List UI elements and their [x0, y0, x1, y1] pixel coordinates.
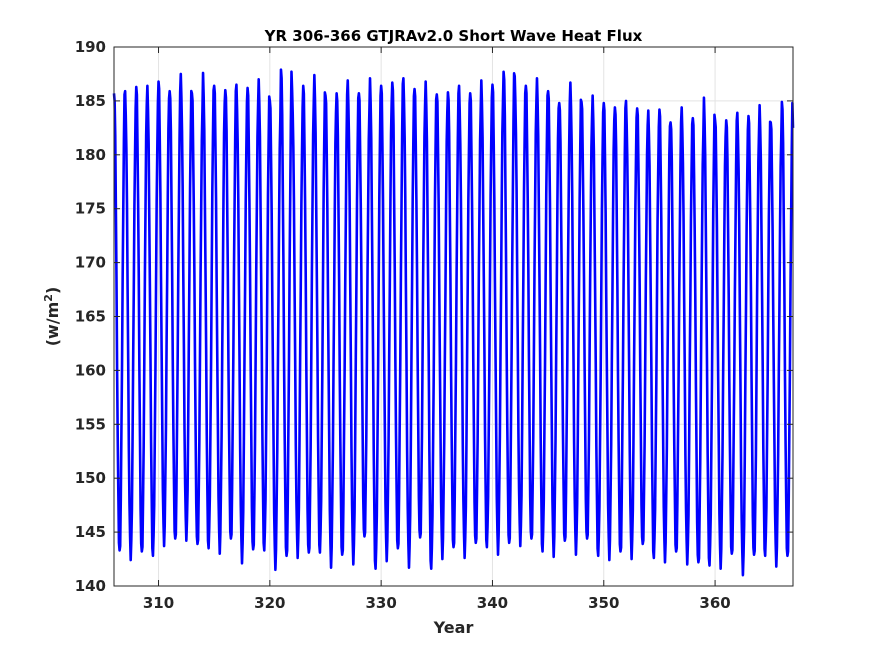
x-tick-label: 320: [254, 594, 285, 612]
y-tick-label: 155: [75, 415, 106, 433]
y-axis-label-close: ): [43, 287, 62, 294]
y-tick-label: 180: [75, 146, 106, 164]
y-tick-label: 190: [75, 38, 106, 56]
series-line: [112, 68, 795, 577]
axis-ticks: 310 320 330 340 350 360 140 145 150 155 160 165 170 1…: [75, 38, 793, 612]
x-tick-label: 350: [588, 594, 619, 612]
y-tick-label: 160: [75, 361, 106, 379]
x-tick-label: 330: [365, 594, 396, 612]
y-axis-label-main: (w/m: [43, 302, 62, 347]
x-tick-label: 340: [477, 594, 508, 612]
y-tick-label: 140: [75, 577, 106, 595]
y-axis-label: (w/m2): [42, 287, 63, 347]
y-tick-label: 165: [75, 308, 106, 326]
chart-title: YR 306-366 GTJRAv2.0 Short Wave Heat Flu…: [264, 27, 643, 45]
y-tick-label: 170: [75, 254, 106, 272]
x-tick-label: 310: [143, 594, 174, 612]
y-axis-label-superscript: 2: [42, 294, 55, 302]
x-tick-label: 360: [699, 594, 730, 612]
y-tick-label: 185: [75, 92, 106, 110]
y-tick-label: 175: [75, 200, 106, 218]
x-axis-label: Year: [433, 618, 474, 637]
data-series: [112, 68, 795, 577]
y-tick-label: 145: [75, 523, 106, 541]
y-tick-label: 150: [75, 469, 106, 487]
